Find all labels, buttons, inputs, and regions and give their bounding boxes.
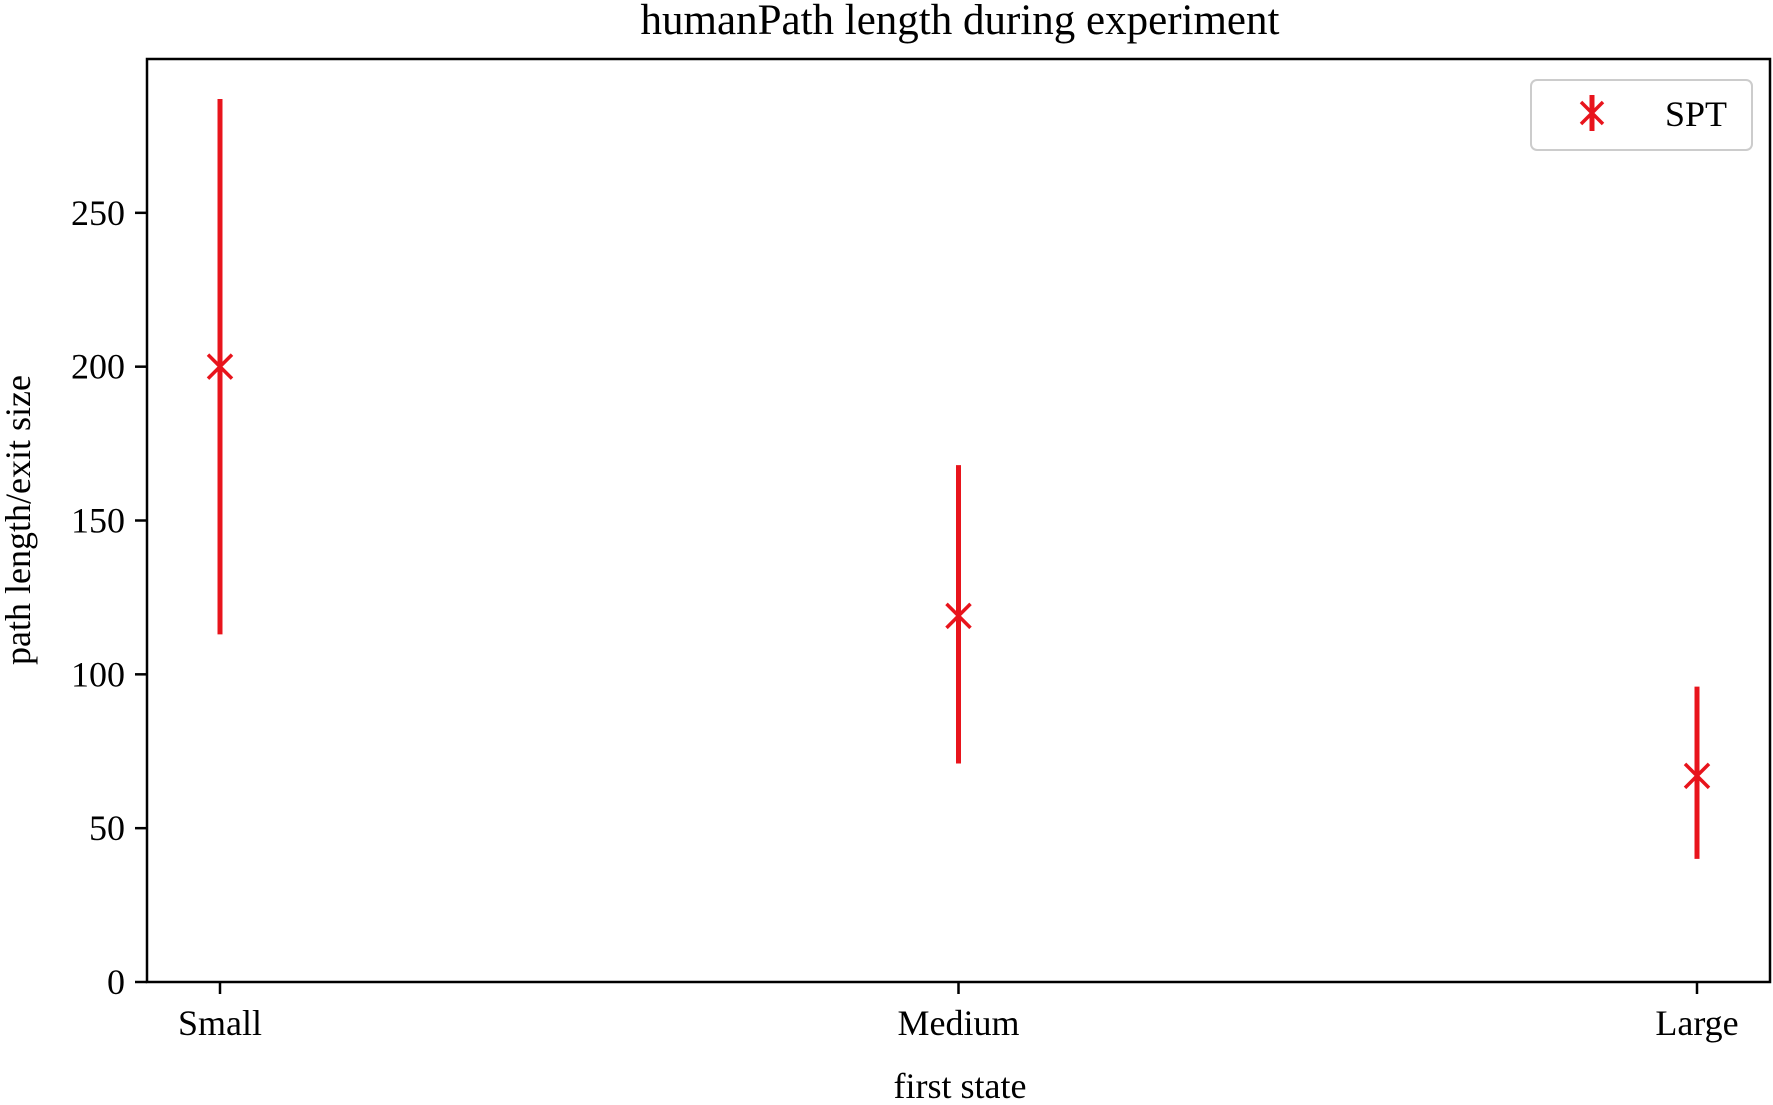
legend-marker-spt	[1579, 95, 1605, 131]
data-marks	[206, 98, 1711, 859]
y-tick-label-50: 50	[89, 808, 125, 848]
data-point-medium	[945, 602, 972, 630]
y-axis: 0 50 100 150 200 250	[71, 193, 147, 1002]
data-point-large	[1683, 762, 1711, 790]
data-point-small	[206, 353, 234, 380]
y-tick-label-150: 150	[71, 501, 125, 541]
legend-box	[1530, 79, 1753, 151]
x-tick-label-large: Large	[1655, 1003, 1738, 1043]
x-axis: Small Medium Large	[178, 982, 1739, 1043]
y-tick-label-250: 250	[71, 193, 125, 233]
x-tick-label-medium: Medium	[898, 1003, 1020, 1043]
legend: SPT	[1530, 79, 1753, 151]
x-axis-label: first state	[894, 1066, 1027, 1105]
legend-x-marker-spt	[1579, 100, 1605, 126]
legend-label-spt: SPT	[1665, 94, 1727, 134]
x-tick-label-small: Small	[178, 1003, 262, 1043]
y-axis-label: path length/exit size	[0, 375, 38, 665]
y-tick-label-0: 0	[107, 962, 125, 1002]
chart-title: humanPath length during experiment	[641, 0, 1280, 44]
y-tick-label-200: 200	[71, 347, 125, 387]
y-tick-label-100: 100	[71, 654, 125, 694]
